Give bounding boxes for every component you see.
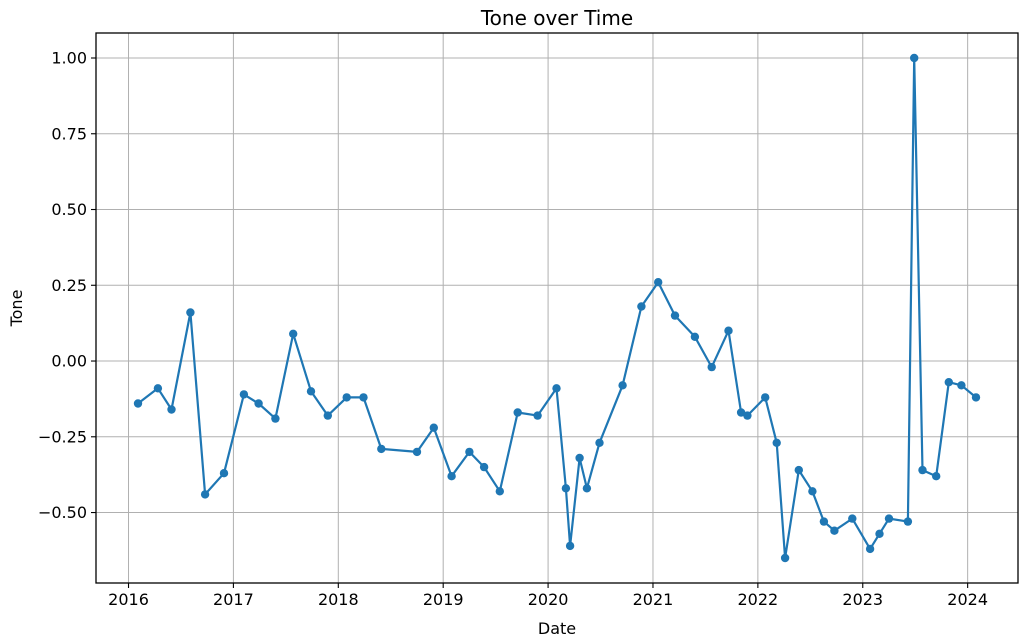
data-point-marker (561, 484, 571, 493)
data-point-marker (479, 462, 489, 472)
x-tick-label: 2023 (842, 590, 883, 609)
data-point-marker (582, 484, 592, 493)
y-tick-labels: −0.50 −0.25 0.00 0.25 0.50 0.75 1.00 (38, 49, 87, 523)
data-point-marker (513, 408, 522, 417)
data-point-marker (724, 326, 733, 335)
data-point-marker (957, 381, 966, 390)
data-point-marker (743, 411, 752, 420)
x-tick-label: 2024 (947, 590, 988, 609)
data-point-marker (794, 465, 803, 475)
data-point-marker (918, 465, 927, 475)
data-point-marker (254, 399, 263, 408)
data-point-marker (565, 541, 575, 551)
data-point-marker (637, 302, 646, 311)
data-point-marker (200, 490, 210, 499)
x-tick-label: 2019 (423, 590, 464, 609)
data-point-marker (342, 393, 351, 402)
data-point-marker (167, 405, 176, 414)
x-tick-label: 2022 (738, 590, 779, 609)
data-markers (133, 53, 981, 563)
data-point-marker (133, 399, 143, 408)
data-point-marker (219, 469, 229, 478)
data-point-marker (239, 390, 249, 399)
data-point-marker (971, 393, 981, 402)
data-point-marker (323, 411, 332, 420)
y-tick-label: 0.25 (51, 276, 87, 295)
data-point-marker (848, 514, 857, 523)
data-point-marker (618, 381, 627, 390)
y-tick-label: −0.25 (38, 427, 87, 446)
data-point-marker (429, 423, 438, 432)
data-point-marker (359, 393, 368, 402)
data-point-marker (654, 278, 663, 287)
data-point-marker (819, 517, 829, 526)
data-point-marker (306, 387, 316, 396)
data-point-marker (575, 453, 584, 463)
data-point-marker (707, 362, 716, 372)
data-point-marker (944, 378, 953, 387)
data-point-marker (772, 438, 781, 447)
data-point-marker (271, 414, 280, 423)
data-point-marker (595, 438, 604, 447)
y-tick-label: 1.00 (51, 49, 87, 68)
x-tick-label: 2020 (528, 590, 569, 609)
data-point-marker (495, 487, 504, 496)
axis-ticks (91, 57, 969, 588)
data-point-marker (865, 544, 875, 554)
data-point-marker (186, 308, 195, 317)
axes-frame (95, 32, 1019, 584)
data-point-marker (884, 514, 894, 523)
data-point-marker (780, 553, 790, 563)
data-point-marker (910, 53, 919, 63)
data-point-marker (289, 329, 298, 338)
plot-area (96, 33, 1018, 583)
y-axis-label: Tone (7, 290, 26, 328)
x-axis-label: Date (538, 619, 576, 638)
data-point-marker (761, 393, 770, 402)
x-tick-label: 2018 (318, 590, 359, 609)
y-tick-label: 0.75 (51, 124, 87, 143)
y-tick-label: −0.50 (38, 503, 87, 522)
grid-lines (96, 33, 1018, 583)
data-point-marker (690, 332, 700, 341)
data-point-marker (808, 487, 817, 496)
data-point-marker (533, 411, 542, 420)
data-point-marker (736, 408, 746, 417)
data-point-marker (903, 517, 913, 526)
data-point-marker (153, 384, 163, 393)
data-point-marker (932, 472, 941, 481)
data-point-marker (670, 311, 680, 320)
data-point-marker (552, 384, 561, 393)
data-point-marker (830, 526, 839, 535)
tone-series-line (136, 56, 978, 560)
data-point-marker (465, 447, 474, 457)
data-point-marker (875, 529, 884, 538)
data-point-marker (447, 472, 456, 481)
data-point-marker (377, 444, 386, 454)
plot-render-root: 2016 2017 2018 2019 2020 2021 2022 2023 2024 −0.5… (38, 32, 1019, 609)
y-tick-label: 0.50 (51, 200, 87, 219)
x-tick-label: 2021 (633, 590, 674, 609)
chart-title: Tone over Time (480, 6, 633, 30)
x-tick-labels: 2016 2017 2018 2019 2020 2021 2022 2023 2024 (108, 590, 988, 609)
y-tick-label: 0.00 (51, 352, 87, 371)
data-point-marker (412, 447, 422, 457)
x-tick-label: 2017 (213, 590, 254, 609)
x-tick-label: 2016 (108, 590, 149, 609)
